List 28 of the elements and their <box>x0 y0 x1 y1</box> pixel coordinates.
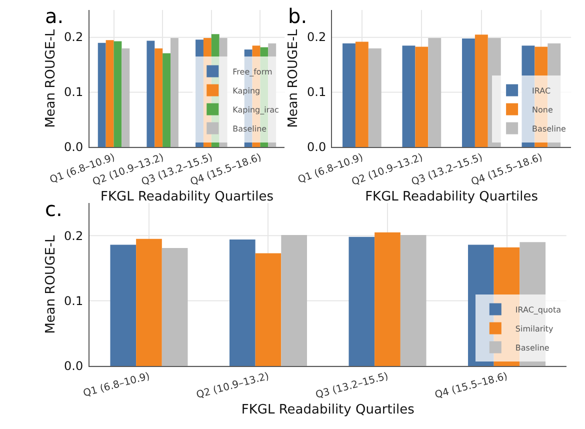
y-tick-label: 0.1 <box>64 294 84 308</box>
legend-label: IRAC <box>532 86 551 96</box>
y-axis-title: Mean ROUGE-L <box>43 234 58 334</box>
y-axis-title: Mean ROUGE-L <box>43 28 58 128</box>
legend-label: Baseline <box>515 343 550 352</box>
y-axis-title: Mean ROUGE-L <box>286 28 302 128</box>
legend-label: Kaping_irac <box>232 105 279 114</box>
y-tick-label: 0.1 <box>307 85 326 99</box>
y-tick-label: 0.0 <box>64 359 84 373</box>
legend-label: None <box>532 105 553 114</box>
legend-label: Kaping <box>232 86 260 96</box>
chart-title: b. <box>288 4 308 28</box>
chart-title: c. <box>45 197 62 221</box>
legend-label: Similarity <box>515 324 554 334</box>
x-axis-title: FKGL Readability Quartiles <box>100 190 274 205</box>
legend-label: Baseline <box>232 124 267 134</box>
y-tick-label: 0.0 <box>307 140 326 154</box>
legend-label: Free_form <box>232 67 272 76</box>
legend-label: IRAC_quota <box>515 305 562 314</box>
y-tick-label: 0.2 <box>64 30 84 44</box>
y-tick-label: 0.0 <box>64 140 84 154</box>
y-tick-label: 0.1 <box>64 85 84 99</box>
x-axis-title: FKGL Readability Quartiles <box>241 402 415 418</box>
y-tick-label: 0.2 <box>307 30 326 44</box>
legend-label: Baseline <box>532 124 566 134</box>
x-axis-title: FKGL Readability Quartiles <box>365 190 538 205</box>
y-tick-label: 0.2 <box>64 229 84 243</box>
chart-title: a. <box>45 4 64 28</box>
